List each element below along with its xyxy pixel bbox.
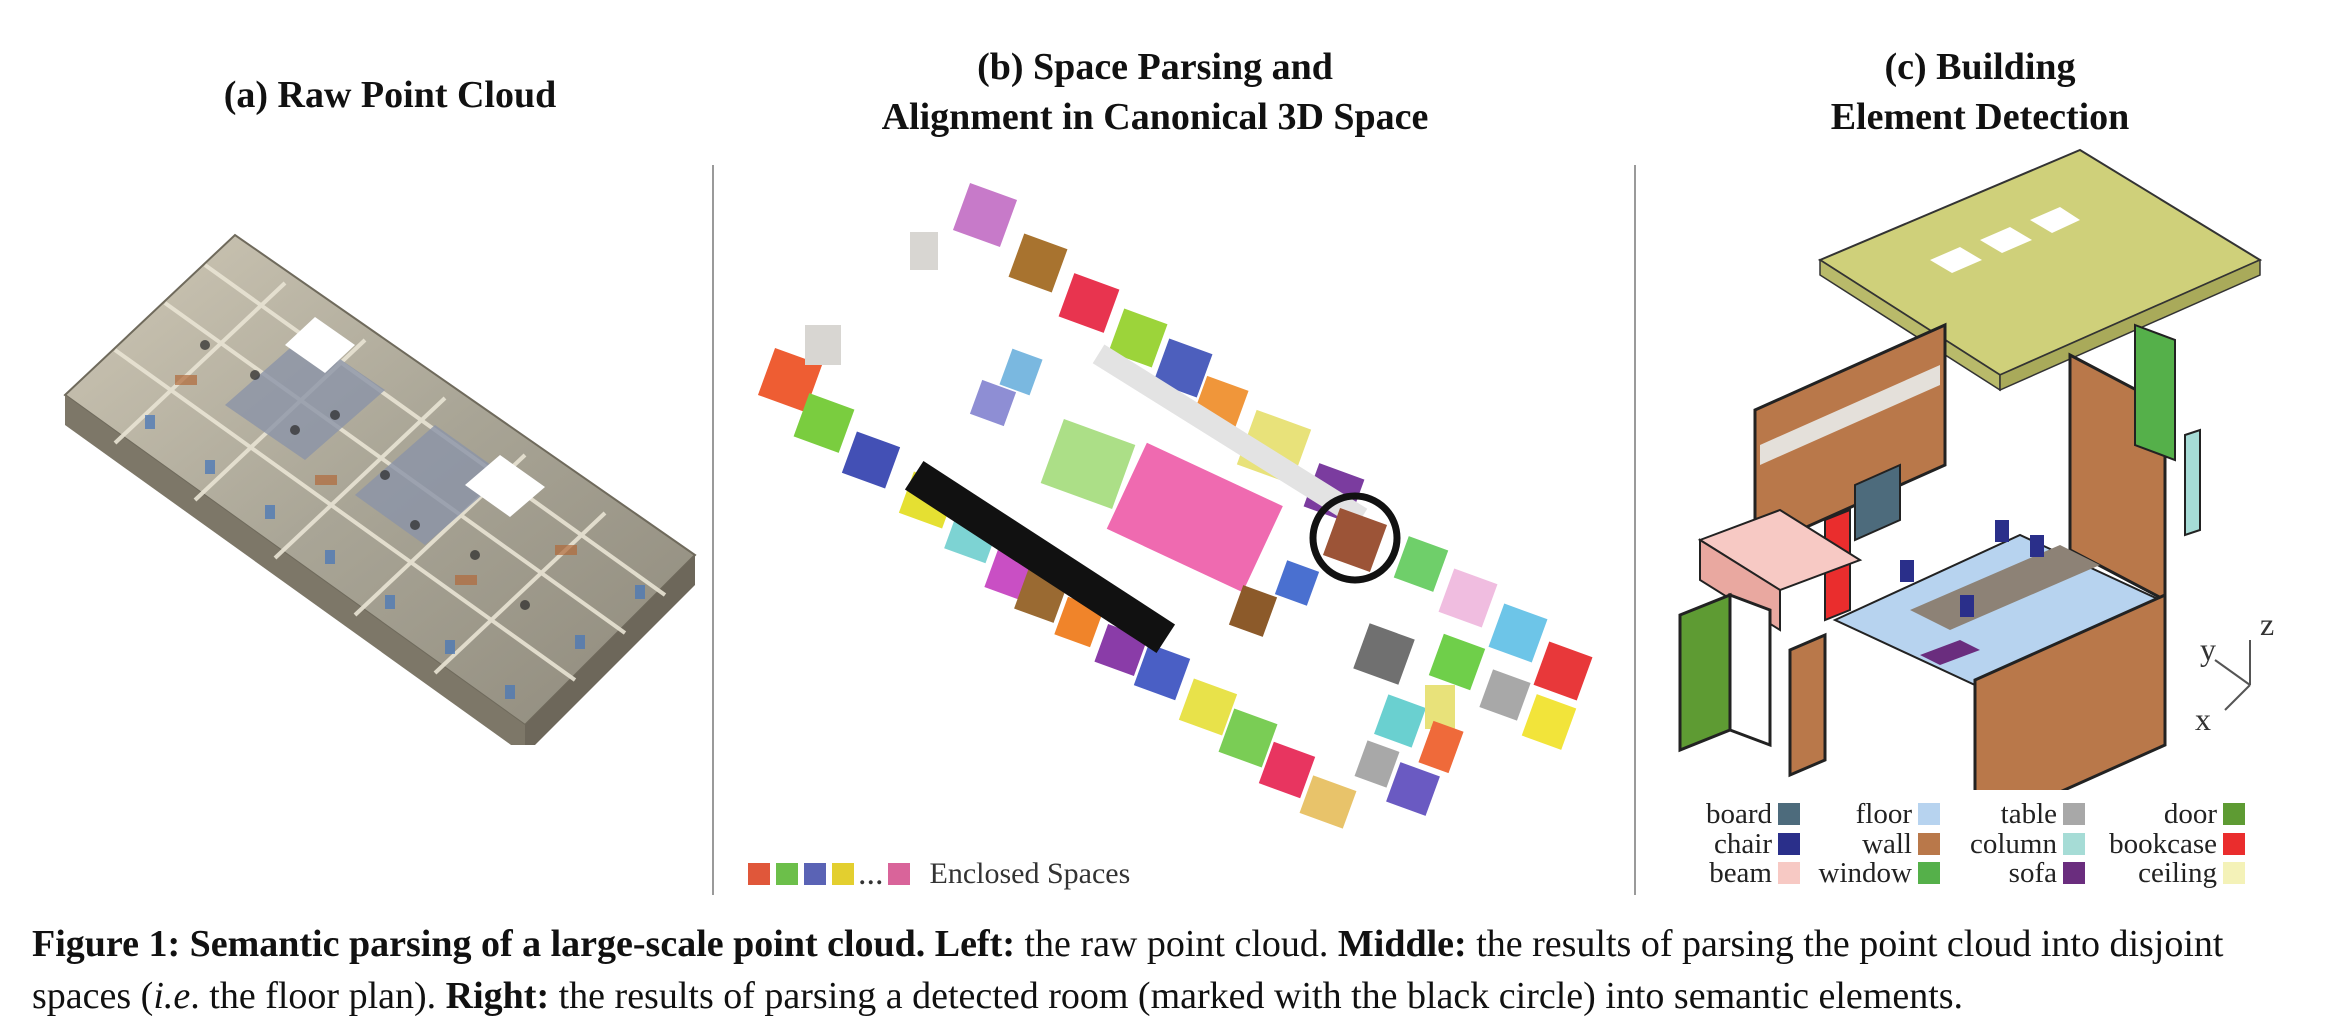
legend-sofa: sofa xyxy=(1940,859,2085,887)
legend-table: table xyxy=(1940,800,2085,828)
enclosed-swatch-4 xyxy=(832,863,854,885)
enclosed-space-blocks xyxy=(758,183,1593,829)
panel-a-title-line1: (a) Raw Point Cloud xyxy=(90,70,690,120)
enclosed-swatch-1 xyxy=(748,863,770,885)
panel-c-title-line2: Element Detection xyxy=(1680,92,2280,142)
panel-b-title-line1: (b) Space Parsing and xyxy=(780,42,1530,92)
axis-y-label: y xyxy=(2200,631,2216,667)
swatch-column xyxy=(2063,833,2085,855)
legend-window: window xyxy=(1800,859,1940,887)
enclosed-swatch-5 xyxy=(888,863,910,885)
axis-z-label: z xyxy=(2260,606,2274,642)
space-parsing-image xyxy=(720,170,1630,850)
enclosed-spaces-label: Enclosed Spaces xyxy=(930,857,1131,891)
building-element-image: z y x xyxy=(1660,140,2310,790)
swatch-door xyxy=(2223,803,2245,825)
legend-door: door xyxy=(2085,800,2245,828)
raw-point-cloud-image xyxy=(55,225,705,745)
legend-bookcase: bookcase xyxy=(2085,830,2245,858)
caption-left-text: the raw point cloud. xyxy=(1015,923,1338,965)
window-panel xyxy=(2135,325,2175,460)
figure-caption: Figure 1: Semantic parsing of a large-sc… xyxy=(32,918,2332,1022)
column xyxy=(2185,430,2200,535)
panel-c-title-line1: (c) Building xyxy=(1680,42,2280,92)
swatch-bookcase xyxy=(2223,833,2245,855)
caption-left-label: Left: xyxy=(935,923,1015,965)
caption-ie: i.e xyxy=(153,975,190,1017)
enclosed-ellipsis: ... xyxy=(858,855,884,893)
caption-middle-label: Middle: xyxy=(1338,923,1467,965)
legend-ceiling: ceiling xyxy=(2085,859,2245,887)
axes-gizmo xyxy=(2215,640,2250,710)
divider-right xyxy=(1634,165,1636,895)
legend-wall: wall xyxy=(1800,830,1940,858)
legend-column: column xyxy=(1940,830,2085,858)
axis-x-label: x xyxy=(2195,701,2211,737)
swatch-wall xyxy=(1918,833,1940,855)
swatch-board xyxy=(1778,803,1800,825)
panel-b-title: (b) Space Parsing and Alignment in Canon… xyxy=(780,42,1530,142)
legend-chair: chair xyxy=(1690,830,1800,858)
enclosed-spaces-legend: ... Enclosed Spaces xyxy=(748,855,1130,893)
enclosed-swatch-2 xyxy=(776,863,798,885)
swatch-beam xyxy=(1778,862,1800,884)
caption-right-label: Right: xyxy=(446,975,549,1017)
swatch-table xyxy=(2063,803,2085,825)
panel-c-title: (c) Building Element Detection xyxy=(1680,42,2280,142)
swatch-ceiling xyxy=(2223,862,2245,884)
legend-floor: floor xyxy=(1800,800,1940,828)
legend-board: board xyxy=(1690,800,1800,828)
panel-a-title: (a) Raw Point Cloud xyxy=(90,70,690,120)
divider-left xyxy=(712,165,714,895)
swatch-window xyxy=(1918,862,1940,884)
enclosed-swatch-3 xyxy=(804,863,826,885)
door-brown xyxy=(1790,635,1825,775)
door-left xyxy=(1680,595,1730,750)
element-legend: board chair beam floor wall window table… xyxy=(1690,800,2250,895)
caption-middle-text-2: . the floor plan). xyxy=(190,975,445,1017)
swatch-chair xyxy=(1778,833,1800,855)
legend-beam: beam xyxy=(1690,859,1800,887)
swatch-floor xyxy=(1918,803,1940,825)
panel-b-title-line2: Alignment in Canonical 3D Space xyxy=(780,92,1530,142)
caption-figure-label: Figure 1: Semantic parsing of a large-sc… xyxy=(32,923,925,965)
caption-right-text: the results of parsing a detected room (… xyxy=(549,975,1963,1017)
ceiling-slab xyxy=(1820,150,2260,375)
swatch-sofa xyxy=(2063,862,2085,884)
